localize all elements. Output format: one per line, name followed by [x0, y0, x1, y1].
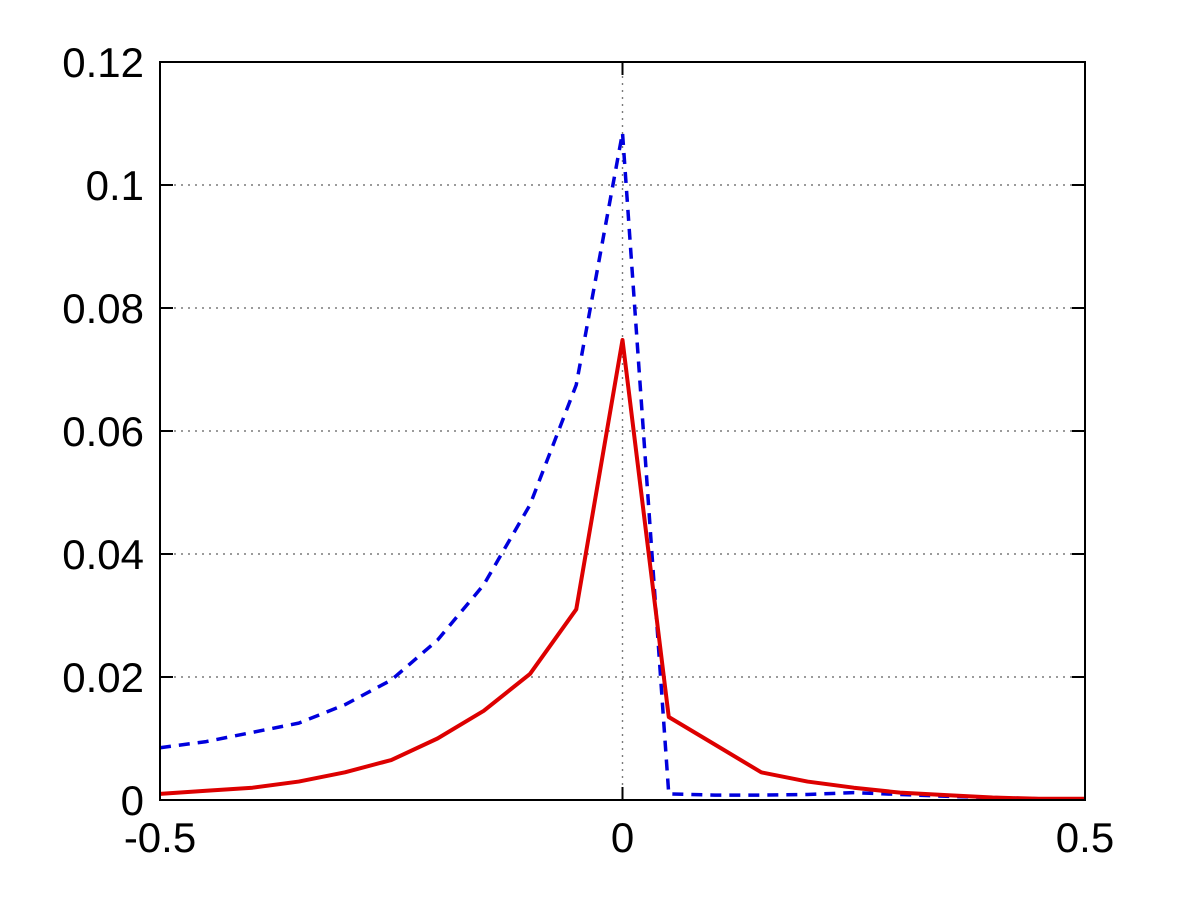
blue-dashed-curve: [159, 130, 1085, 801]
red-solid-curve: [159, 337, 1085, 801]
y-tick-label: 0.04: [62, 531, 144, 578]
y-tick-label: 0.08: [62, 285, 144, 332]
x-tick-label: -0.5: [124, 814, 196, 861]
x-tick-label: 0: [611, 814, 634, 861]
x-tick-label: 0.5: [1056, 814, 1114, 861]
y-tick-label: 0.12: [62, 39, 144, 86]
y-tick-label: 0.02: [62, 654, 144, 701]
y-tick-label: 0.06: [62, 408, 144, 455]
y-tick-label: 0.1: [86, 162, 144, 209]
y-tick-label: 0: [121, 777, 144, 824]
